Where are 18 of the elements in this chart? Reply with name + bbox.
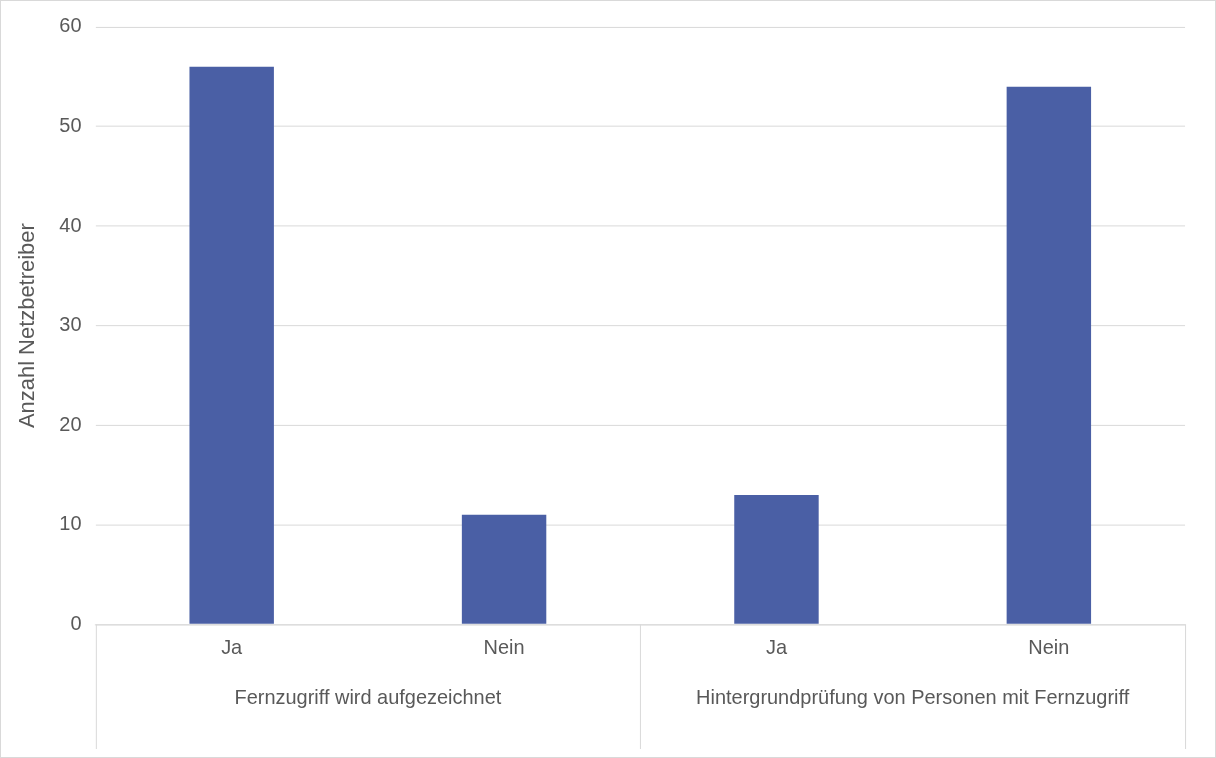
y-tick-label: 0 — [70, 611, 82, 634]
y-tick-label: 40 — [59, 213, 82, 236]
x-tick-label: Ja — [765, 635, 788, 658]
x-tick-label: Nein — [483, 635, 525, 658]
bar — [461, 514, 547, 624]
y-axis-title: Anzahl Netzbetreiber — [14, 223, 40, 429]
bar — [189, 66, 274, 624]
x-tick-label: Nein — [1028, 635, 1070, 658]
x-tick-label: Ja — [221, 635, 244, 658]
y-tick-label: 10 — [59, 512, 82, 535]
y-tick-label: 30 — [59, 313, 82, 336]
bar — [734, 494, 819, 624]
bar — [1006, 86, 1092, 624]
y-tick-label: 60 — [59, 14, 82, 37]
text: Fernzugriff wird aufgezeichnet — [234, 685, 502, 708]
y-tick-label: 50 — [59, 114, 82, 136]
y-tick-label: 20 — [59, 412, 82, 435]
text: Hintergrundprüfung von Personen mit Fernzugriff — [696, 685, 1130, 708]
